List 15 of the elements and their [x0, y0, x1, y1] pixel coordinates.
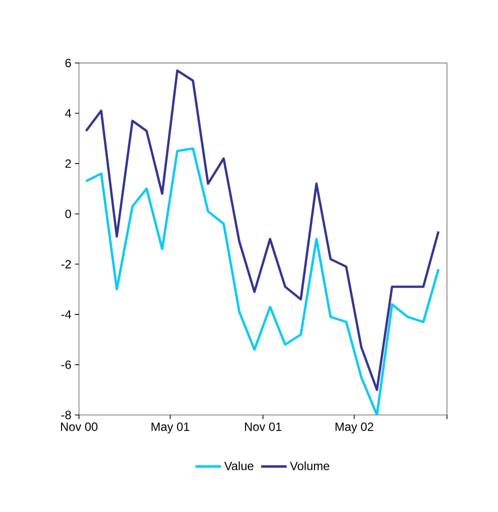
y-tick-label: -2 — [61, 260, 71, 268]
line-series — [84, 147, 440, 415]
y-tick-label: -6 — [61, 360, 71, 369]
x-tick-label: May 02 — [336, 422, 374, 434]
y-tick-label: 6 — [65, 58, 71, 68]
y-tick-label: 4 — [65, 109, 72, 118]
x-tick-label: Nov 01 — [245, 422, 282, 431]
x-tick-label: May 01 — [152, 422, 190, 434]
y-tick-label: 2 — [65, 159, 71, 168]
y-tick-label: -4 — [61, 310, 72, 319]
legend-label: Volume — [290, 461, 330, 470]
legend-label: Value — [224, 461, 254, 470]
x-tick-label: Nov 00 — [61, 422, 98, 431]
y-tick-label: 0 — [65, 210, 72, 218]
y-tick-label: -8 — [61, 410, 71, 420]
